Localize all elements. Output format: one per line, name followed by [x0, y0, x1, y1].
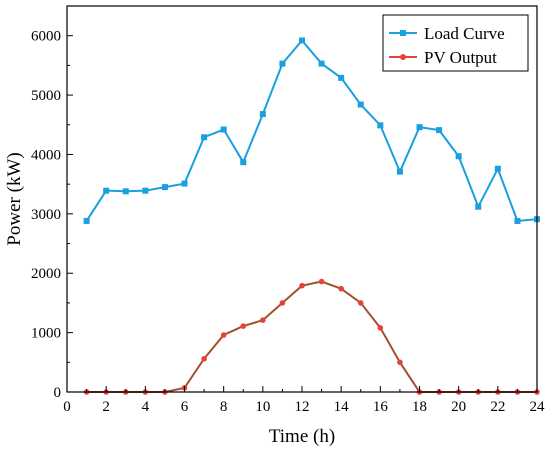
- data-point: [83, 217, 90, 224]
- data-point: [436, 127, 443, 134]
- data-point: [494, 165, 501, 172]
- data-point: [220, 332, 227, 338]
- x-tick-label: 24: [530, 399, 546, 415]
- data-point: [161, 184, 168, 191]
- data-point: [416, 124, 423, 131]
- data-point: [338, 285, 344, 292]
- data-point: [279, 300, 286, 306]
- y-tick-label: 1000: [31, 326, 61, 342]
- x-tick-label: 16: [373, 399, 389, 415]
- data-point: [201, 355, 207, 362]
- y-tick-label: 0: [54, 385, 62, 401]
- data-point: [318, 278, 325, 285]
- data-point: [357, 300, 364, 306]
- data-point: [357, 101, 364, 108]
- data-point: [260, 317, 266, 323]
- data-point: [377, 122, 384, 129]
- data-point: [455, 153, 462, 160]
- x-tick-label: 14: [334, 399, 350, 415]
- x-tick-label: 0: [63, 399, 71, 415]
- x-axis-title: Time (h): [269, 426, 335, 447]
- x-tick-label: 22: [490, 399, 505, 415]
- data-point: [220, 126, 227, 133]
- series-line: [86, 280, 537, 393]
- data-point: [201, 134, 208, 141]
- data-point: [299, 37, 305, 44]
- legend-label: PV Output: [424, 48, 497, 67]
- data-point: [397, 359, 403, 366]
- x-tick-label: 18: [412, 399, 427, 415]
- data-point: [377, 325, 384, 331]
- data-point: [181, 180, 188, 187]
- x-tick-label: 20: [451, 399, 466, 415]
- data-point: [103, 187, 110, 194]
- x-tick-label: 8: [220, 399, 228, 415]
- y-axis-title: Power (kW): [4, 152, 25, 245]
- y-tick-label: 5000: [31, 88, 61, 104]
- legend-marker: [400, 54, 406, 60]
- legend-marker: [400, 30, 406, 36]
- x-tick-label: 4: [142, 399, 150, 415]
- y-tick-label: 3000: [31, 207, 61, 223]
- x-tick-label: 6: [181, 399, 189, 415]
- y-tick-label: 4000: [31, 147, 61, 163]
- series-pv-output: [83, 278, 540, 395]
- legend-box: [382, 14, 529, 72]
- x-tick-label: 2: [102, 399, 110, 415]
- data-point: [259, 111, 266, 118]
- data-point: [240, 159, 247, 166]
- data-point: [279, 60, 286, 67]
- axes-layer: 0 2 4 6 8 10 12 14 16 18 20 22 240100020003000400050…: [31, 29, 545, 415]
- data-point: [122, 188, 129, 195]
- x-tick-label: 12: [295, 399, 310, 415]
- y-tick-label: 6000: [31, 29, 61, 45]
- data-point: [475, 203, 482, 210]
- y-tick-label: 2000: [31, 266, 61, 282]
- data-point: [142, 187, 149, 194]
- legend-label: Load Curve: [424, 24, 505, 43]
- data-point: [240, 323, 247, 329]
- legend: Load Curve PV Output: [382, 14, 529, 72]
- series-load-curve: [83, 37, 540, 224]
- data-point: [338, 74, 345, 81]
- series-layer: [83, 37, 540, 395]
- data-point: [514, 217, 521, 224]
- x-tick-label: 10: [255, 399, 270, 415]
- data-point: [299, 282, 305, 289]
- data-point: [396, 168, 403, 175]
- data-point: [318, 60, 325, 67]
- series-line: [85, 38, 538, 223]
